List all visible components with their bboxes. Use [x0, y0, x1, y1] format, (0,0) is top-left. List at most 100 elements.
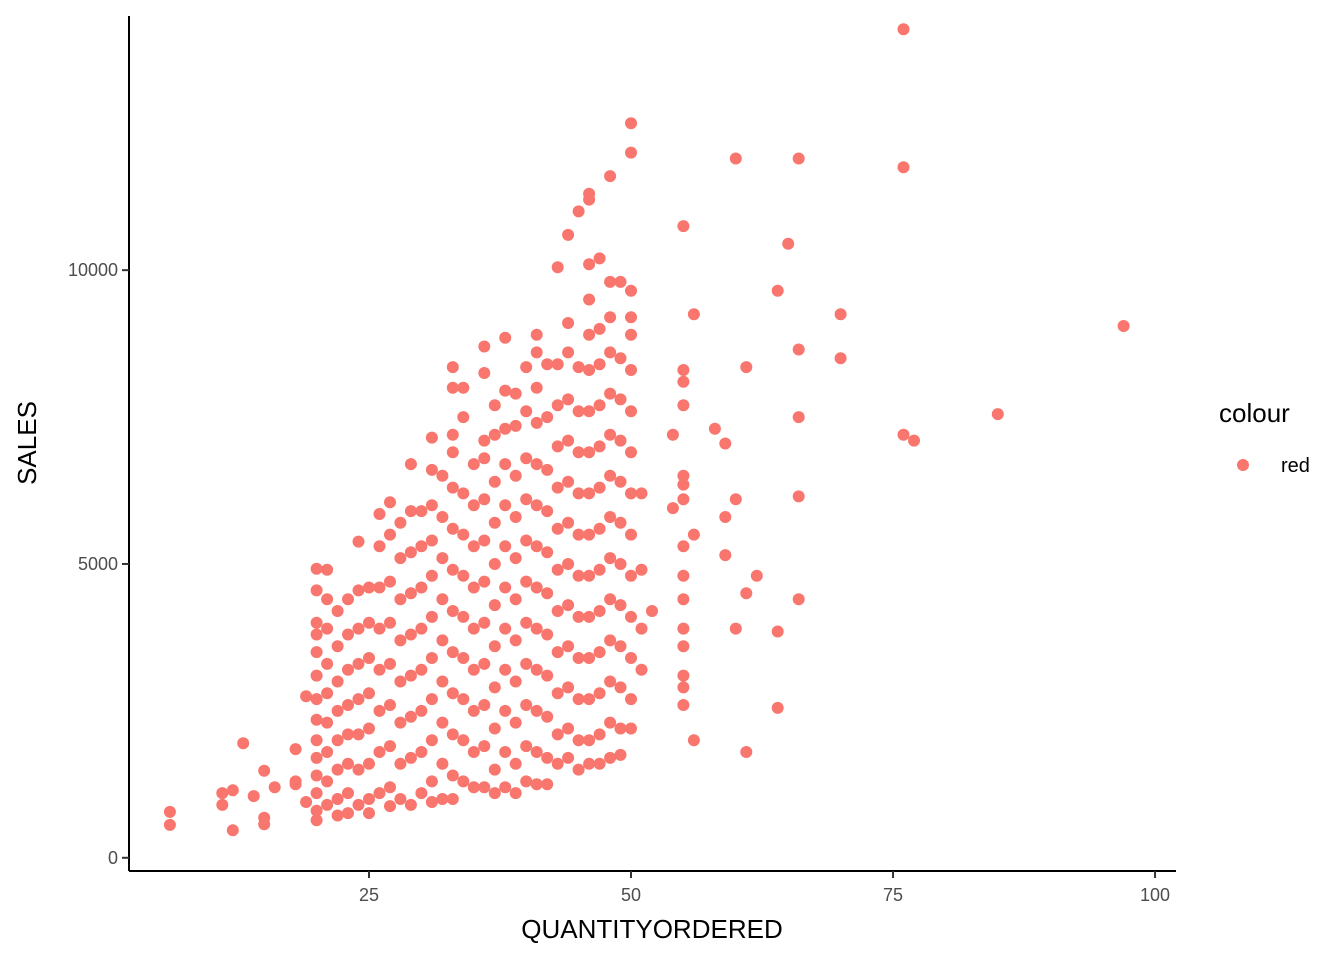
data-point	[384, 528, 396, 541]
data-point	[499, 458, 512, 471]
data-point	[551, 261, 564, 274]
data-point	[446, 605, 459, 617]
data-point	[342, 787, 354, 800]
data-point	[625, 405, 637, 418]
data-point	[614, 748, 627, 761]
data-point	[415, 746, 428, 758]
data-point	[908, 434, 920, 447]
data-point	[625, 284, 637, 297]
data-point	[321, 657, 334, 670]
data-point	[425, 775, 438, 788]
data-point	[604, 593, 617, 606]
data-point	[771, 284, 784, 297]
data-point	[677, 375, 690, 388]
data-point	[509, 634, 522, 647]
data-point	[614, 640, 627, 653]
data-point	[300, 796, 313, 808]
data-point	[614, 434, 627, 447]
data-point	[352, 693, 365, 706]
data-point	[604, 469, 617, 482]
data-point	[520, 699, 533, 711]
data-point	[604, 552, 617, 565]
data-point	[593, 440, 606, 453]
data-point	[572, 361, 585, 374]
data-point	[436, 593, 449, 606]
data-point	[897, 23, 910, 36]
data-point	[520, 452, 533, 465]
data-point	[541, 463, 554, 476]
data-point	[530, 581, 543, 594]
data-point	[562, 393, 575, 406]
data-point	[488, 475, 501, 488]
data-point	[331, 704, 344, 717]
data-point	[352, 728, 365, 741]
y-tick-label: 10000	[68, 260, 118, 280]
data-point	[310, 616, 323, 629]
data-point	[625, 146, 637, 159]
data-point	[583, 757, 596, 770]
data-point	[363, 652, 375, 664]
data-point	[415, 787, 428, 800]
data-point	[499, 384, 512, 397]
data-point	[373, 704, 386, 717]
y-axis-title: SALES	[12, 401, 42, 485]
data-point	[321, 687, 334, 700]
data-point	[342, 593, 354, 606]
data-point	[352, 535, 365, 548]
data-point	[572, 528, 585, 541]
data-point	[541, 669, 554, 682]
data-point	[425, 610, 438, 623]
data-point	[666, 428, 679, 441]
data-point	[499, 622, 512, 635]
data-point	[331, 605, 344, 617]
data-point	[384, 740, 396, 753]
legend-label-red: red	[1281, 455, 1310, 477]
data-point	[404, 546, 417, 559]
data-point	[792, 411, 805, 424]
data-point	[425, 569, 438, 582]
data-point	[677, 681, 690, 694]
data-point	[677, 699, 690, 711]
data-point	[509, 552, 522, 565]
data-point	[593, 757, 606, 770]
data-point	[677, 540, 690, 553]
data-point	[310, 787, 323, 800]
data-point	[604, 275, 617, 288]
data-point	[499, 331, 512, 344]
data-point	[562, 317, 575, 329]
data-point	[572, 734, 585, 747]
data-point	[530, 458, 543, 471]
data-point	[425, 652, 438, 664]
data-point	[583, 610, 596, 623]
data-point	[677, 364, 690, 376]
data-point	[604, 675, 617, 688]
data-point	[583, 487, 596, 500]
data-point	[258, 764, 271, 777]
data-point	[593, 481, 606, 494]
data-point	[488, 763, 501, 776]
data-point	[719, 437, 732, 450]
data-point	[897, 161, 910, 174]
data-point	[404, 458, 417, 471]
data-point	[310, 669, 323, 682]
data-point	[321, 716, 334, 729]
data-point	[604, 428, 617, 441]
data-point	[373, 508, 386, 520]
data-point	[614, 599, 627, 612]
data-point	[321, 746, 334, 758]
data-point	[384, 496, 396, 509]
data-point	[677, 569, 690, 582]
x-tick-label: 25	[359, 885, 379, 905]
data-point	[436, 757, 449, 770]
data-point	[363, 616, 375, 629]
data-point	[834, 352, 847, 365]
data-point	[446, 793, 459, 805]
data-point	[782, 237, 795, 250]
data-point	[646, 605, 658, 617]
data-point	[614, 352, 627, 365]
data-point	[436, 675, 449, 688]
data-point	[499, 704, 512, 717]
data-point	[625, 311, 637, 324]
data-point	[614, 681, 627, 694]
data-point	[467, 540, 480, 553]
